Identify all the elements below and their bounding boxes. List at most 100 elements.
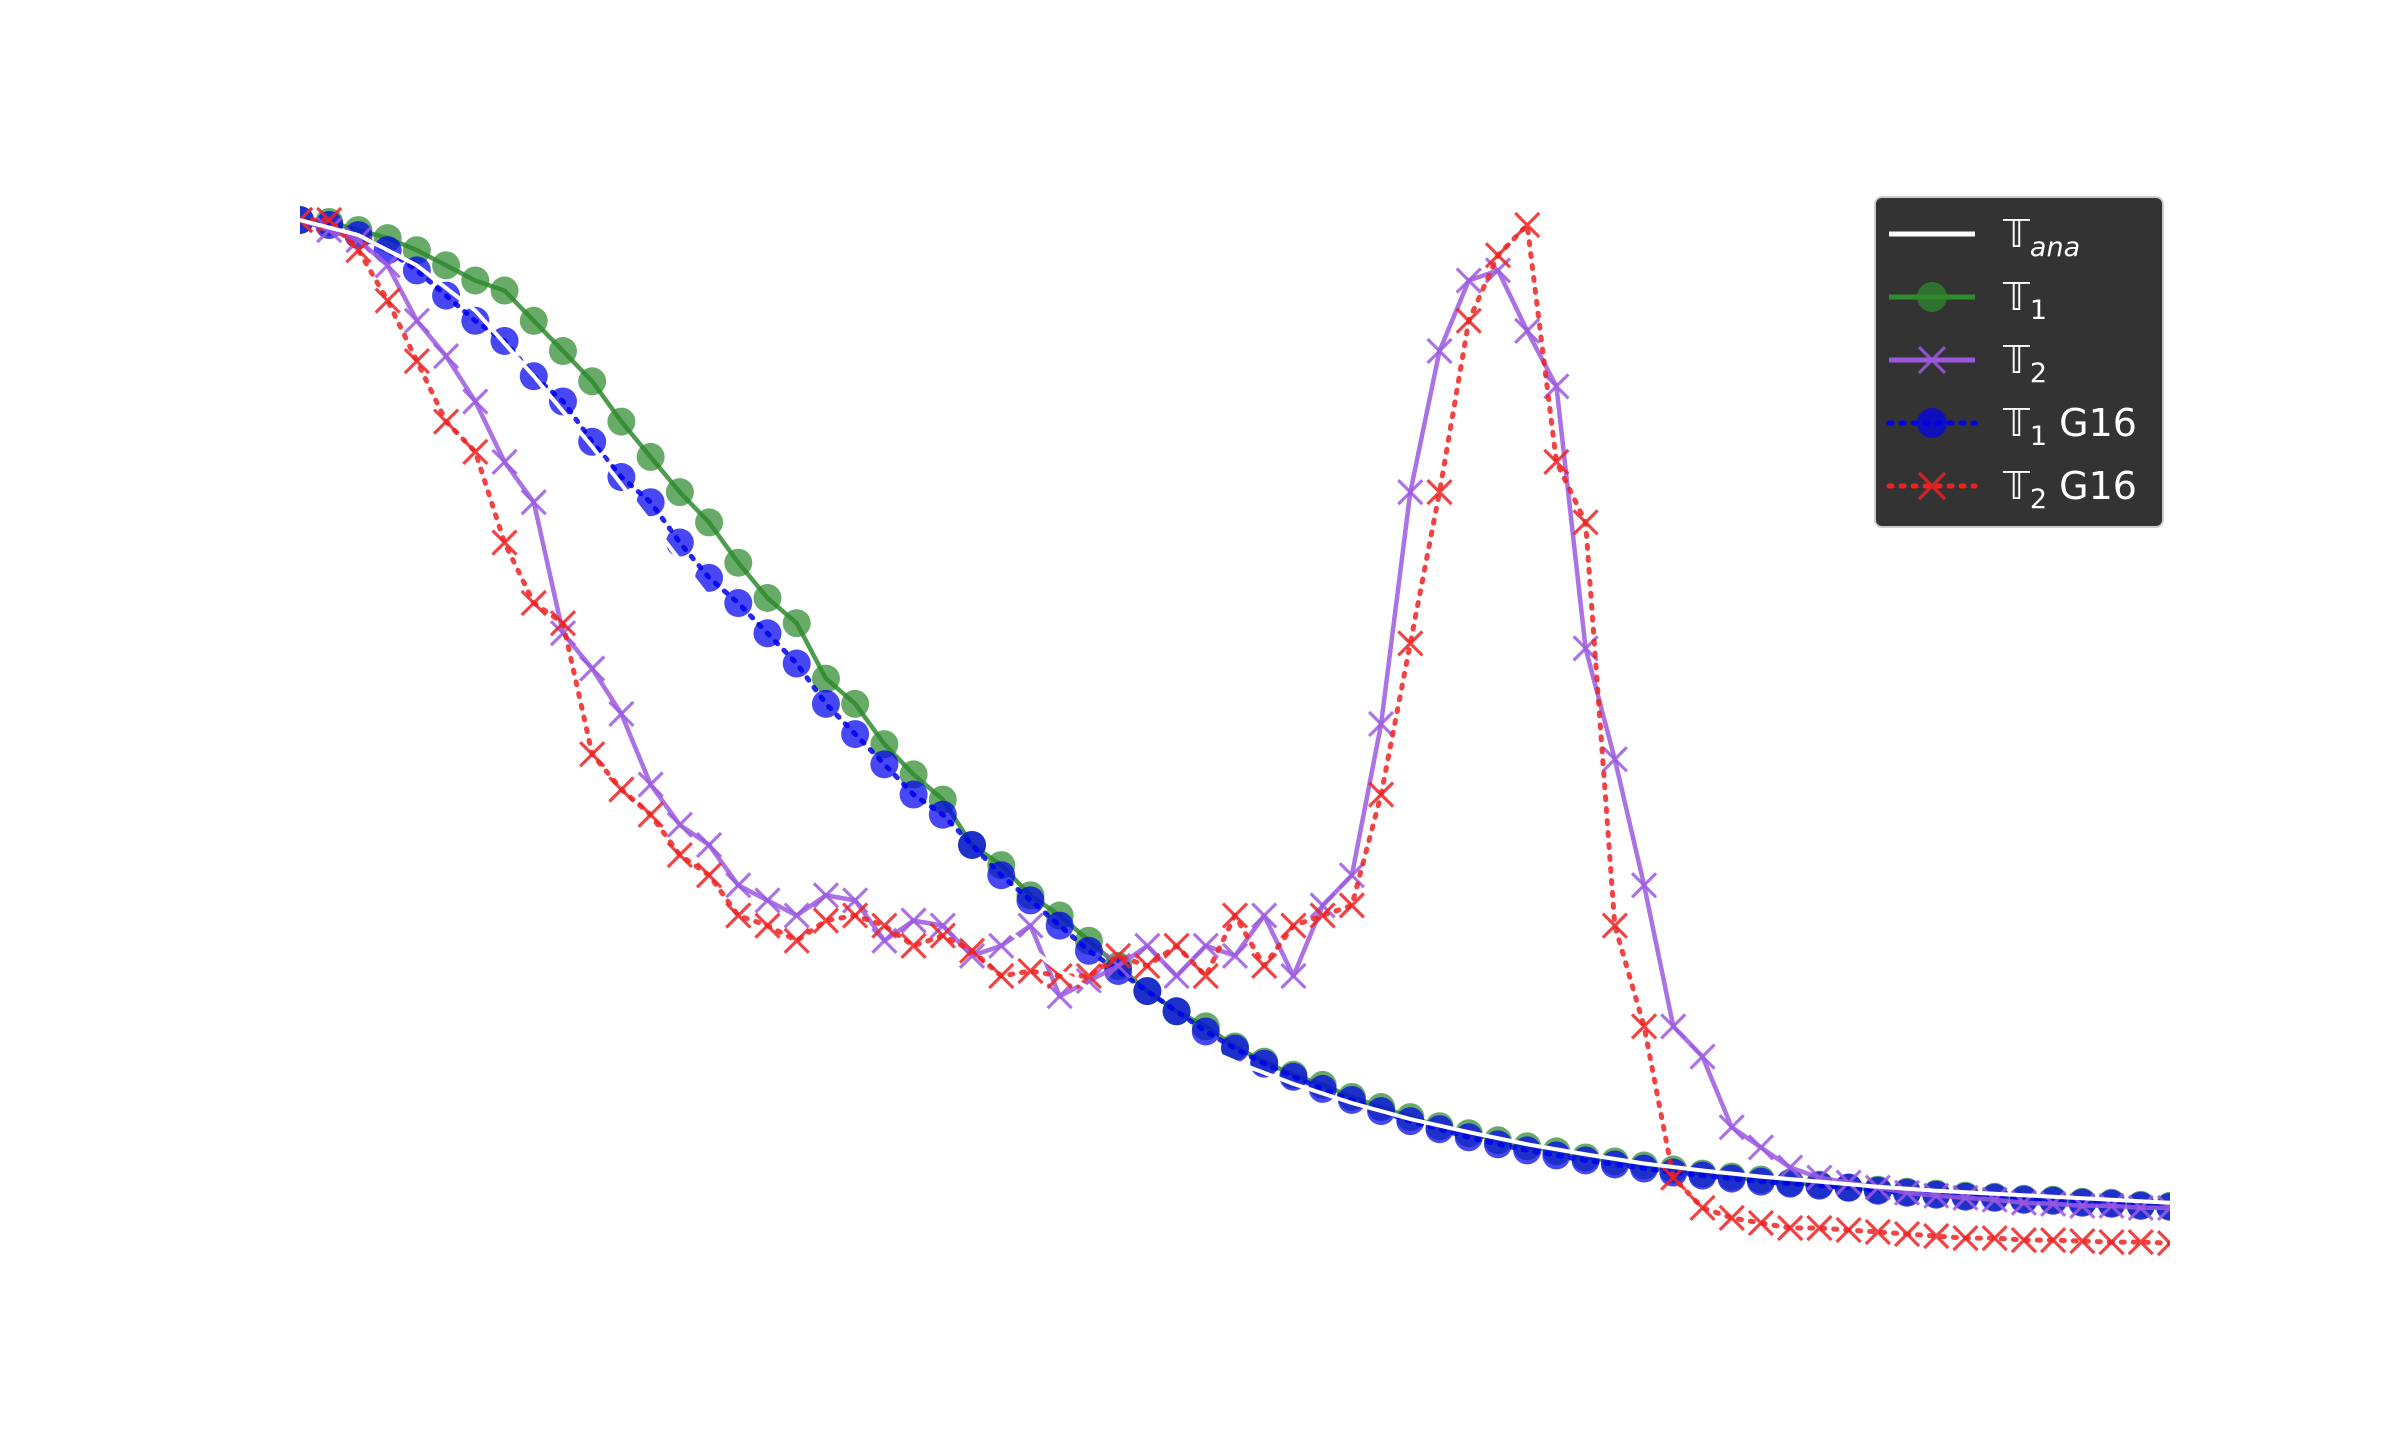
- data-point-t2_g16: [1104, 942, 1132, 969]
- data-point-t2_g16: [1134, 952, 1161, 980]
- data-point-t2_g16: [579, 741, 606, 768]
- data-point-t2_g16: [1397, 630, 1424, 657]
- data-point-t1_g16: [1600, 1150, 1629, 1179]
- data-point-t2_g16: [1747, 1209, 1775, 1237]
- data-point-t1_g16: [811, 689, 840, 718]
- data-point-t1: [870, 730, 899, 759]
- data-point-t2_g16: [1309, 902, 1336, 929]
- series-line-ana: [300, 218, 2170, 1205]
- data-point-t2_g16: [2098, 1228, 2125, 1256]
- data-point-t2_g16: [462, 438, 489, 465]
- data-point-t2_g16: [2010, 1226, 2038, 1254]
- data-point-t2_g16: [2127, 1228, 2154, 1256]
- data-point-t2_g16: [491, 529, 518, 556]
- data-point-t2: [783, 902, 810, 929]
- legend-marker-t1_g16: [1917, 408, 1947, 438]
- data-point-t2: [579, 655, 606, 682]
- data-point-t2_g16: [812, 907, 840, 934]
- data-point-t2: [1952, 1184, 1979, 1211]
- legend-box: [1874, 196, 2164, 528]
- data-point-t2: [1046, 983, 1073, 1010]
- data-point-t2_g16: [754, 912, 781, 939]
- data-point-t2_g16: [1367, 781, 1395, 808]
- data-point-t2_g16: [1455, 307, 1482, 334]
- data-point-t2_g16: [1777, 1214, 1804, 1242]
- data-point-t1: [665, 478, 694, 507]
- data-point-t2_g16: [1221, 902, 1249, 929]
- data-point-t2: [1806, 1164, 1833, 1191]
- data-point-t2: [637, 771, 664, 798]
- legend-item-t2_g16: 𝕋2 G16: [1886, 464, 2137, 515]
- data-point-t1_g16: [958, 830, 987, 859]
- data-point-t2_g16: [2069, 1227, 2096, 1255]
- legend-marker-t1: [1917, 282, 1947, 312]
- data-point-t2_g16: [1192, 962, 1219, 990]
- data-point-t2_g16: [608, 776, 635, 803]
- data-point-t2: [1923, 1182, 1950, 1209]
- data-point-t2_g16: [300, 206, 314, 234]
- data-point-t2: [1426, 337, 1453, 365]
- data-point-t1_g16: [987, 861, 1016, 890]
- data-point-t1: [578, 367, 607, 396]
- data-point-t2: [754, 887, 781, 914]
- data-point-t1_g16: [607, 463, 636, 492]
- data-point-t2: [1221, 942, 1249, 969]
- data-point-t1_g16: [841, 720, 870, 749]
- data-point-t2_g16: [871, 912, 898, 939]
- data-point-t2_g16: [1543, 448, 1570, 476]
- data-point-t1: [461, 266, 490, 295]
- data-point-t2: [1134, 932, 1161, 959]
- data-point-t2: [929, 912, 956, 939]
- data-point-t1_g16: [870, 750, 899, 779]
- data-point-t1: [782, 609, 811, 638]
- data-point-t1_g16: [461, 306, 490, 335]
- legend-item-t1: 𝕋1: [1889, 275, 2047, 326]
- data-point-t2_g16: [345, 237, 372, 264]
- data-point-t2_g16: [374, 287, 401, 314]
- data-point-t1_g16: [1834, 1173, 1863, 1202]
- data-point-t2: [1192, 932, 1219, 959]
- data-point-t1_g16: [1863, 1176, 1892, 1205]
- legend-label-t1_g16: 𝕋1 G16: [2002, 401, 2137, 452]
- data-point-t2_g16: [1046, 962, 1073, 990]
- data-point-t2_g16: [900, 932, 927, 959]
- data-point-t1_g16: [432, 281, 461, 310]
- data-point-t2: [432, 342, 460, 370]
- data-point-t1_g16: [2068, 1188, 2097, 1217]
- data-point-t1_g16: [2039, 1186, 2068, 1215]
- data-point-t1: [753, 584, 782, 612]
- data-point-t2: [666, 811, 693, 838]
- data-point-t1_g16: [928, 800, 957, 829]
- data-point-t1_g16: [1045, 911, 1074, 940]
- data-point-t1_g16: [1191, 1017, 1220, 1046]
- data-point-t1_g16: [1717, 1164, 1746, 1193]
- data-point-t1_g16: [724, 589, 753, 618]
- data-point-t2_g16: [725, 902, 752, 929]
- data-point-t2: [1455, 267, 1482, 294]
- data-point-t2: [1163, 962, 1190, 990]
- data-point-t1: [695, 508, 724, 537]
- data-point-t2: [1280, 962, 1307, 990]
- data-point-t2: [2156, 1194, 2170, 1221]
- data-point-t2_g16: [1338, 892, 1366, 919]
- data-point-t1: [899, 760, 928, 789]
- data-point-t2: [1309, 892, 1336, 919]
- data-point-t2_g16: [1864, 1218, 1891, 1246]
- data-point-t2: [1689, 1043, 1716, 1070]
- data-point-t2_g16: [1017, 957, 1044, 985]
- data-point-t2_g16: [929, 922, 956, 949]
- legend-label-t2: 𝕋2: [2002, 338, 2047, 389]
- data-point-t1_g16: [1162, 997, 1191, 1026]
- data-point-t2_g16: [958, 937, 986, 964]
- data-point-t2_g16: [1952, 1224, 1979, 1252]
- data-point-t2_g16: [2156, 1229, 2170, 1257]
- data-point-t2: [491, 448, 518, 476]
- data-point-t1_g16: [665, 528, 694, 557]
- data-point-t2_g16: [1630, 1013, 1658, 1040]
- data-point-t2: [608, 700, 635, 728]
- legend-item-t2: 𝕋2: [1889, 338, 2047, 389]
- data-point-t1: [607, 407, 636, 436]
- data-point-t2_g16: [520, 589, 547, 617]
- data-point-t2_g16: [1718, 1204, 1745, 1232]
